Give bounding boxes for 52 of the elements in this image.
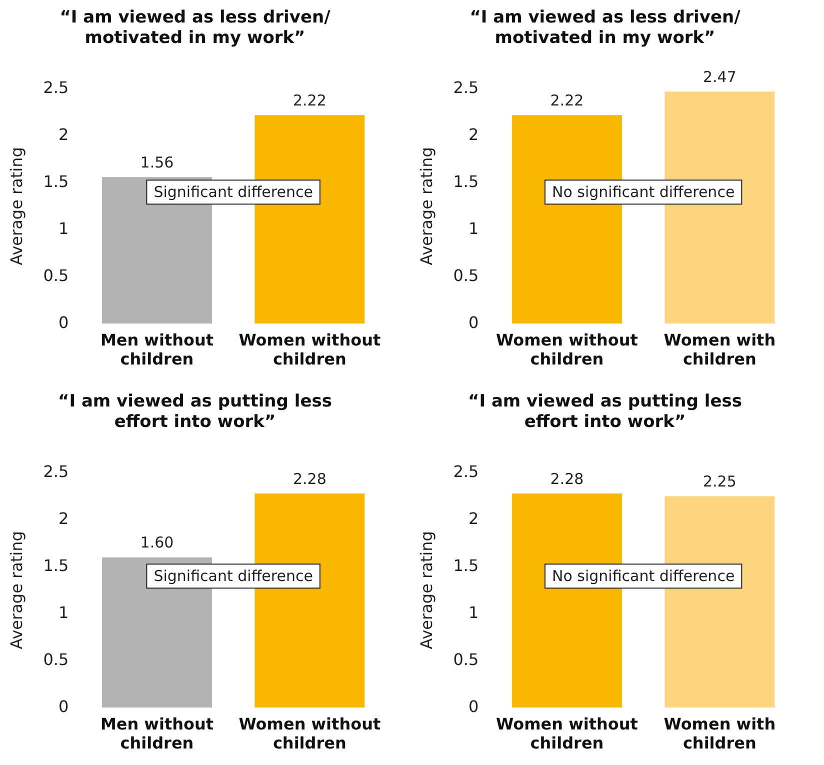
y-tick-label: 1.5 [43,556,69,575]
chart-title: “I am viewed as less driven/ motivated in my work” [60,8,332,48]
x-tick-label: Women without children [496,330,638,369]
annotation: Significant difference [154,567,313,586]
data-label: 2.47 [702,68,736,86]
annotation: No significant difference [552,183,735,202]
y-tick-label: 1 [468,602,479,622]
y-tick-label: 0 [468,312,479,332]
chart-title: “I am viewed as less driven/ motivated in my work” [470,8,742,48]
y-tick-label: 1 [58,602,69,622]
y-tick-label: 0.5 [43,650,69,669]
y-tick-label: 2 [58,124,69,144]
y-tick-label: 2 [468,508,479,528]
data-label: 2.28 [550,470,584,488]
x-tick-label: Women with children [664,714,776,753]
y-tick-label: 2.5 [43,462,69,481]
y-axis-title: Average rating [6,531,26,650]
x-tick-label: Men without children [100,714,214,753]
y-tick-label: 1.5 [453,172,479,191]
y-tick-label: 1 [468,218,479,238]
x-tick-label: Men without children [100,330,214,369]
y-axis-title: Average rating [416,531,436,650]
data-label: 2.22 [292,91,326,110]
y-tick-label: 2 [58,508,69,528]
y-tick-label: 0 [468,696,479,716]
y-tick-label: 2.5 [453,78,479,97]
y-axis-title: Average rating [6,147,26,266]
data-label: 1.56 [140,153,174,172]
data-label: 2.25 [702,472,736,491]
x-tick-label: Women without children [238,330,381,369]
y-tick-label: 2.5 [453,462,479,481]
data-label: 1.60 [140,534,174,552]
y-tick-label: 1 [58,218,69,238]
y-tick-label: 0.5 [43,266,69,285]
y-tick-label: 1.5 [453,556,479,575]
y-axis-title: Average rating [416,147,436,266]
y-tick-label: 2 [468,124,479,144]
x-tick-label: Women without children [496,714,638,753]
y-tick-label: 0 [58,696,69,716]
y-tick-label: 0 [58,312,69,332]
x-tick-label: Women with children [664,330,776,369]
data-label: 2.22 [550,91,584,110]
y-tick-label: 1.5 [43,172,69,191]
y-tick-label: 0.5 [453,650,479,669]
y-tick-label: 0.5 [453,266,479,285]
chart-title: “I am viewed as putting less effort into work” [468,392,742,432]
y-tick-label: 2.5 [43,78,69,97]
annotation: No significant difference [552,567,735,586]
x-tick-label: Women without children [238,714,381,753]
chart-title: “I am viewed as putting less effort into work” [58,392,332,432]
annotation: Significant difference [154,183,313,202]
data-label: 2.28 [292,470,326,488]
